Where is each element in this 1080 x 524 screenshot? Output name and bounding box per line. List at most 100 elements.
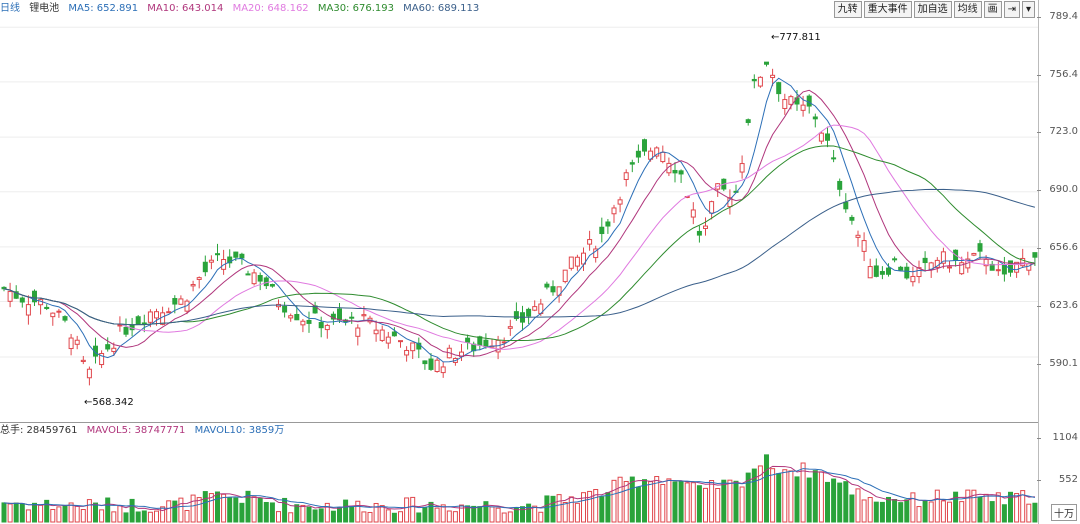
candle-body	[867, 266, 873, 279]
volume-bar	[556, 494, 562, 523]
volume-bar	[172, 500, 178, 523]
volume-bar	[367, 511, 373, 523]
price-tick: 723.0	[1037, 126, 1078, 137]
candle-body	[983, 258, 989, 267]
volume-bar	[928, 501, 934, 523]
candle-body	[1008, 260, 1013, 273]
period-label: 日线	[0, 3, 20, 14]
candle-body	[379, 329, 385, 341]
candle-body	[373, 329, 379, 335]
jiuzhuan-button[interactable]: 九转	[833, 1, 862, 18]
candle-body	[995, 269, 1001, 272]
volume-bar	[178, 497, 184, 523]
volume-bar	[404, 497, 410, 523]
volume-bar	[129, 498, 135, 523]
volume-bar	[568, 496, 574, 523]
volume-bar	[257, 497, 263, 523]
volume-tick: 1104	[1037, 432, 1078, 443]
volume-bar	[648, 481, 654, 523]
volume-bar	[898, 502, 904, 523]
draw-button[interactable]: 画	[983, 1, 1002, 18]
candle-body	[690, 209, 696, 218]
volume-bar	[599, 496, 605, 523]
candle-body	[959, 262, 965, 275]
volume-bar	[764, 454, 769, 523]
candle-body	[629, 162, 635, 165]
candle-body	[410, 342, 416, 352]
volume-bar	[757, 465, 763, 523]
candle-body	[800, 104, 806, 111]
volume-bar	[611, 479, 617, 523]
candle-body	[892, 258, 898, 261]
volume-bar	[538, 511, 544, 523]
volume-bar	[147, 511, 153, 523]
candle-body	[324, 324, 330, 331]
volume-bar	[398, 511, 403, 523]
candle-body	[434, 359, 440, 372]
volume-bar	[379, 505, 385, 523]
candle-body	[160, 312, 166, 325]
volume-bar	[68, 502, 74, 523]
ma-lines-button[interactable]: 均线	[953, 1, 982, 18]
candle-body	[147, 311, 153, 323]
jump-end-icon[interactable]: ⇥	[1003, 1, 1020, 18]
volume-bar	[166, 500, 172, 523]
chart-toolbar: 九转 重大事件 加自选 均线 画 ⇥ ▾	[832, 1, 1035, 18]
volume-bar	[550, 495, 556, 523]
candle-body	[44, 306, 50, 310]
volume-bar	[654, 476, 660, 523]
candle-body	[465, 337, 471, 343]
candle-body	[215, 253, 220, 256]
volume-bar	[184, 509, 190, 523]
volume-bar	[227, 497, 233, 523]
volume-bar	[940, 500, 946, 523]
candle-body	[886, 267, 891, 275]
candle-body	[257, 275, 263, 282]
volume-bar	[471, 505, 477, 523]
candle-body	[709, 201, 715, 214]
price-tick: 789.4	[1037, 11, 1078, 22]
candle-body	[562, 269, 568, 283]
candle-body	[391, 331, 397, 337]
volume-bar	[678, 480, 684, 523]
volume-bar	[526, 503, 532, 523]
candle-body	[635, 150, 641, 158]
candle-body	[861, 240, 867, 252]
candle-body	[13, 291, 19, 299]
candle-body	[977, 243, 983, 252]
candle-body	[202, 261, 208, 273]
volume-bar	[477, 506, 483, 523]
volume-bar	[361, 511, 367, 523]
volume-bar	[605, 492, 611, 523]
add-watchlist-button[interactable]: 加自选	[913, 1, 952, 18]
volume-bar	[428, 501, 434, 523]
candle-body	[349, 316, 355, 319]
candle-body	[654, 147, 660, 157]
candle-body	[837, 180, 843, 190]
volume-bar	[934, 489, 940, 523]
volume-bar	[1026, 503, 1032, 523]
volume-bar	[544, 495, 550, 523]
candle-body	[50, 312, 56, 318]
candle-body	[873, 265, 879, 277]
major-events-button[interactable]: 重大事件	[863, 1, 912, 18]
volume-bar	[666, 478, 672, 523]
volume-bar	[818, 471, 824, 523]
mavol10-line	[3, 468, 1036, 509]
kline-chart[interactable]	[0, 0, 1039, 524]
price-tick: 756.4	[1037, 69, 1078, 80]
volume-bar	[446, 510, 452, 523]
dropdown-icon[interactable]: ▾	[1021, 1, 1035, 18]
candle-body	[770, 74, 776, 79]
volume-bar	[806, 477, 812, 523]
volume-bar	[245, 490, 251, 523]
mavol5-line	[3, 465, 1035, 512]
volume-bar	[251, 496, 257, 523]
candle-body	[99, 353, 105, 366]
candle-body	[398, 340, 403, 343]
candle-body	[904, 266, 910, 279]
ma60-line	[3, 188, 1036, 326]
volume-unit-label: 十万	[1051, 504, 1077, 521]
volume-bar	[44, 499, 50, 523]
volume-bar	[520, 506, 525, 523]
